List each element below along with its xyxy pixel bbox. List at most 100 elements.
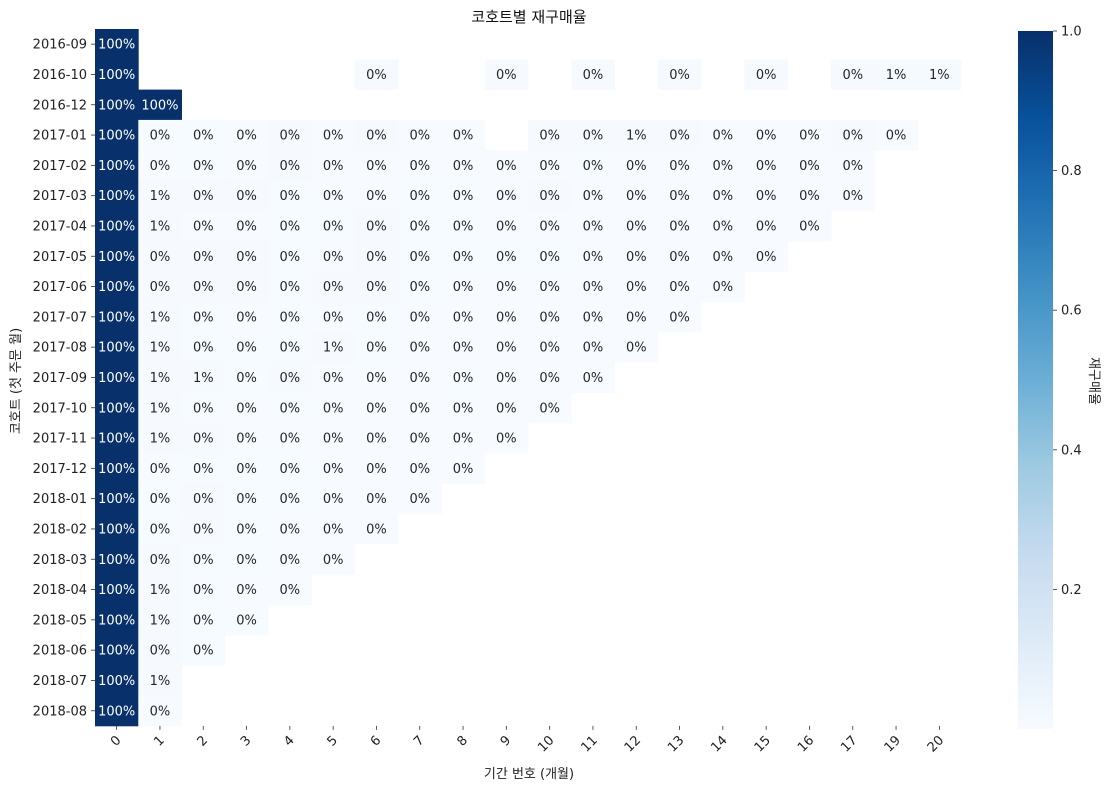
y-tick-label: 2017-07 [33,310,87,325]
heatmap-cell-label: 0% [193,522,214,537]
heatmap-cell-label: 0% [453,129,474,144]
heatmap-cell [138,332,182,363]
heatmap-cell-label: 0% [886,129,907,144]
heatmap-cell-label: 0% [453,371,474,386]
heatmap-cell-label: 0% [193,280,214,295]
heatmap-cell-label: 0% [409,280,430,295]
heatmap-cell [701,210,745,242]
y-tick-label: 2017-02 [33,159,87,174]
heatmap-cell [657,241,702,272]
heatmap-cell-label: 0% [669,189,690,204]
heatmap-cell [268,362,312,393]
heatmap-cell-label: 0% [453,250,474,265]
heatmap-cell [311,119,356,151]
heatmap-cell-label: 0% [366,492,387,507]
heatmap-cell-label: 0% [496,189,517,204]
x-tick-label: 10 [535,733,557,755]
heatmap-cell [138,695,182,727]
heatmap-cell-label: 0% [366,280,387,295]
heatmap-cell-label: 0% [626,341,647,356]
heatmap-cell-label: 100% [98,250,135,265]
heatmap-cell [441,241,486,272]
heatmap-cell-label: 0% [409,310,430,325]
heatmap-cell-label: 0% [496,219,517,234]
heatmap-cell [181,150,226,181]
heatmap-cell [441,422,486,454]
y-tick-label: 2018-08 [33,704,87,719]
colorbar-tick-label: 1.0 [1061,25,1082,40]
heatmap-cell [95,271,139,303]
heatmap-cell-label: 0% [453,462,474,477]
heatmap-cell [398,483,442,515]
heatmap-cell [354,513,399,545]
heatmap-cell [224,513,269,545]
heatmap-cell-label: 0% [236,492,257,507]
heatmap-cell-label: 0% [193,189,214,204]
heatmap-cell-label: 0% [583,341,604,356]
heatmap-cell-label: 0% [193,250,214,265]
heatmap-cell-label: 0% [539,219,560,234]
heatmap-cell [354,241,399,272]
heatmap-cell [224,483,269,515]
heatmap-cell [528,210,572,242]
heatmap-cell-label: 0% [193,310,214,325]
heatmap-cell [268,544,312,575]
heatmap-cell [441,301,486,333]
x-tick-label: 0 [108,733,124,749]
heatmap-cell [528,180,572,212]
heatmap-cell [138,150,182,181]
heatmap-cell [311,453,356,484]
heatmap-cell-label: 100% [98,644,135,659]
heatmap-cell-label: 0% [453,432,474,447]
heatmap-cell-label: 0% [453,341,474,356]
heatmap-cell-label: 100% [98,129,135,144]
heatmap-cell-label: 0% [323,432,344,447]
heatmap-cell [268,119,312,151]
heatmap-cell-label: 0% [539,310,560,325]
heatmap-cell [224,422,269,454]
heatmap-cell [614,180,659,212]
heatmap-cell-label: 1% [150,613,171,628]
heatmap-cell [744,180,789,212]
heatmap-cell [181,483,226,515]
heatmap-cell [354,59,399,90]
y-tick-label: 2017-12 [33,462,87,477]
y-tick-label: 2017-03 [33,189,87,204]
heatmap-cell [95,59,139,90]
heatmap-cell [311,241,356,272]
heatmap-cell [528,271,572,303]
heatmap-cell-label: 1% [150,341,171,356]
colorbar-tick-label: 0.8 [1061,164,1082,179]
heatmap-cell-label: 100% [98,492,135,507]
heatmap-cell-label: 0% [669,310,690,325]
heatmap-cell [138,210,182,242]
heatmap-cell [138,392,182,424]
heatmap-cell [138,241,182,272]
y-tick-label: 2018-01 [33,492,87,507]
heatmap-cell-label: 0% [713,250,734,265]
heatmap-cell-label: 0% [150,644,171,659]
heatmap-cell [354,362,399,393]
heatmap-cell-label: 100% [98,613,135,628]
heatmap-cell-label: 0% [496,310,517,325]
heatmap-cell [311,362,356,393]
heatmap-cell [138,180,182,212]
heatmap-cell-label: 0% [193,341,214,356]
heatmap-cell-label: 100% [98,38,135,53]
heatmap-cell-label: 0% [496,401,517,416]
heatmap-cell-label: 0% [583,280,604,295]
heatmap-cell [831,59,875,90]
heatmap-cell [441,119,486,151]
heatmap-cell [138,362,182,393]
colorbar-tick-label: 0.6 [1061,304,1082,319]
heatmap-cell [657,119,702,151]
heatmap-cell-label: 0% [323,219,344,234]
x-tick-label: 13 [665,733,687,755]
heatmap-cell [181,544,226,575]
heatmap-cell [484,59,529,90]
heatmap-cell-label: 0% [193,159,214,174]
heatmap-cell-label: 0% [323,159,344,174]
heatmap-cell [571,362,615,393]
heatmap-cell-label: 0% [280,583,301,598]
heatmap-cell [657,301,702,333]
